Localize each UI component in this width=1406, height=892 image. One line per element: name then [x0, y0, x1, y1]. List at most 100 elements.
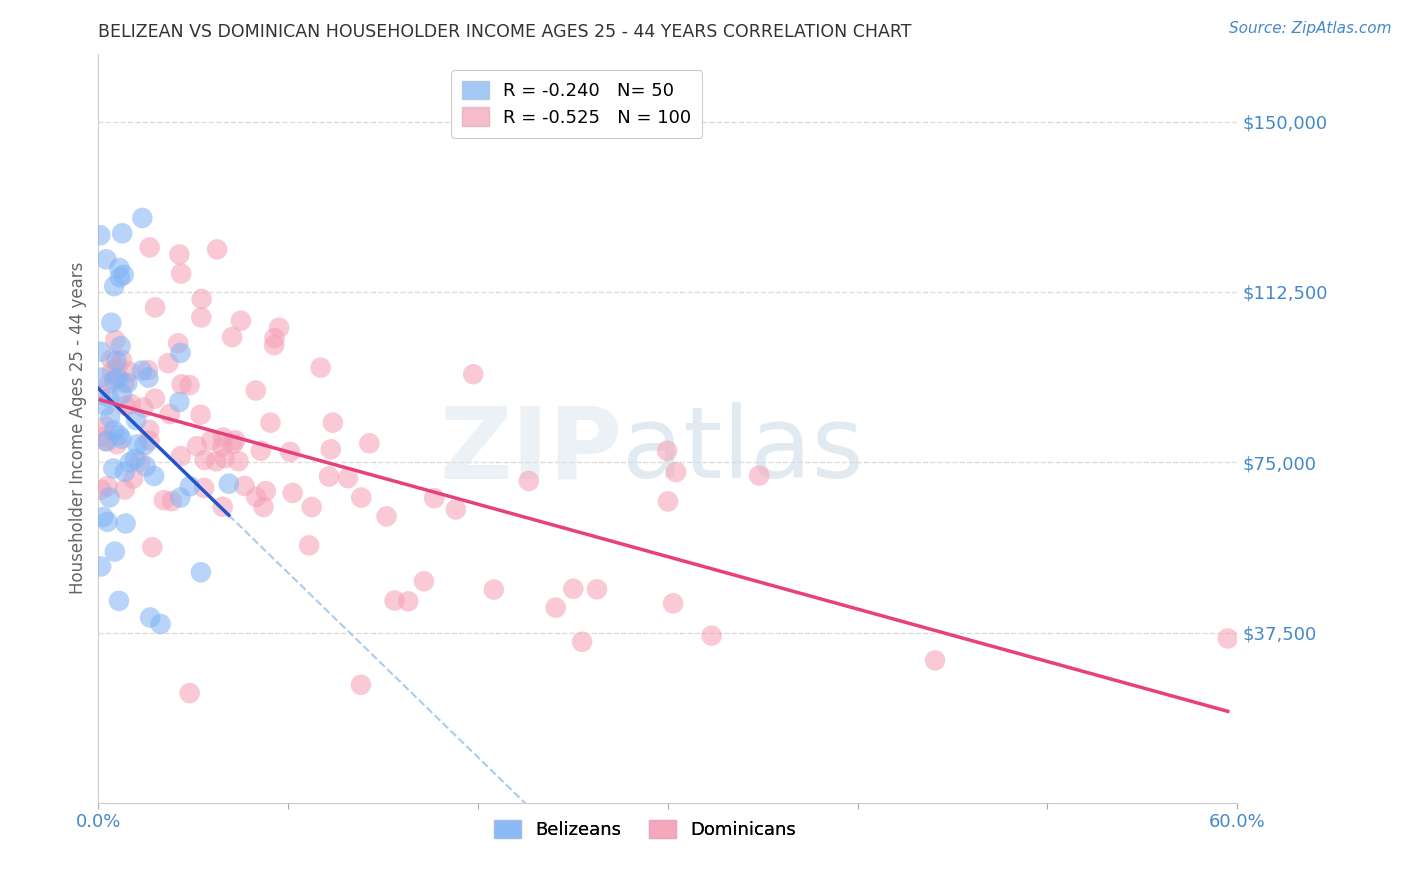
- Point: [319, 442, 342, 457]
- Point: [252, 500, 274, 514]
- Point: [322, 416, 344, 430]
- Point: [212, 430, 235, 444]
- Point: [143, 301, 166, 315]
- Point: [129, 455, 152, 469]
- Point: [350, 678, 373, 692]
- Point: [141, 541, 163, 555]
- Point: [103, 373, 125, 387]
- Point: [350, 491, 373, 505]
- Point: [131, 363, 153, 377]
- Point: [90, 344, 112, 359]
- Point: [263, 331, 285, 345]
- Point: [200, 434, 222, 448]
- Point: [571, 634, 593, 648]
- Y-axis label: Householder Income Ages 25 - 44 years: Householder Income Ages 25 - 44 years: [69, 262, 87, 594]
- Point: [157, 356, 180, 370]
- Point: [229, 314, 252, 328]
- Text: BELIZEAN VS DOMINICAN HOUSEHOLDER INCOME AGES 25 - 44 YEARS CORRELATION CHART: BELIZEAN VS DOMINICAN HOUSEHOLDER INCOME…: [98, 23, 912, 41]
- Point: [108, 260, 131, 275]
- Point: [112, 376, 135, 391]
- Point: [103, 461, 125, 475]
- Point: [138, 434, 160, 448]
- Point: [245, 384, 267, 398]
- Point: [96, 252, 118, 267]
- Point: [143, 469, 166, 483]
- Point: [375, 509, 398, 524]
- Legend: Belizeans, Dominicans: Belizeans, Dominicans: [486, 813, 803, 847]
- Point: [170, 267, 193, 281]
- Point: [169, 247, 191, 261]
- Point: [700, 629, 723, 643]
- Point: [186, 439, 208, 453]
- Point: [103, 424, 125, 438]
- Point: [118, 365, 141, 379]
- Point: [263, 338, 285, 352]
- Point: [190, 566, 212, 580]
- Point: [336, 471, 359, 485]
- Point: [211, 440, 233, 454]
- Point: [169, 491, 191, 505]
- Point: [138, 370, 160, 384]
- Point: [108, 428, 131, 442]
- Point: [127, 437, 149, 451]
- Point: [482, 582, 505, 597]
- Point: [96, 434, 118, 449]
- Point: [179, 479, 201, 493]
- Point: [218, 476, 240, 491]
- Point: [748, 468, 770, 483]
- Point: [135, 459, 157, 474]
- Point: [544, 600, 567, 615]
- Point: [139, 610, 162, 624]
- Point: [103, 279, 125, 293]
- Point: [98, 491, 121, 505]
- Point: [278, 445, 301, 459]
- Point: [114, 465, 136, 479]
- Point: [423, 491, 446, 505]
- Point: [318, 469, 340, 483]
- Point: [214, 451, 236, 466]
- Point: [100, 365, 122, 379]
- Point: [194, 453, 217, 467]
- Point: [143, 392, 166, 406]
- Point: [562, 582, 585, 596]
- Point: [111, 387, 134, 401]
- Point: [359, 436, 381, 450]
- Point: [444, 502, 467, 516]
- Point: [136, 363, 159, 377]
- Point: [138, 240, 160, 254]
- Point: [463, 368, 485, 382]
- Point: [259, 416, 281, 430]
- Point: [1216, 632, 1239, 646]
- Point: [104, 544, 127, 558]
- Point: [98, 410, 121, 425]
- Point: [193, 481, 215, 495]
- Point: [97, 479, 120, 493]
- Point: [179, 686, 201, 700]
- Point: [122, 471, 145, 485]
- Point: [105, 360, 128, 375]
- Point: [98, 391, 121, 405]
- Point: [131, 211, 153, 225]
- Point: [205, 454, 228, 468]
- Point: [108, 594, 131, 608]
- Point: [134, 438, 156, 452]
- Point: [281, 486, 304, 500]
- Point: [169, 346, 191, 360]
- Point: [190, 408, 212, 422]
- Point: [245, 490, 267, 504]
- Point: [94, 399, 117, 413]
- Point: [222, 437, 245, 451]
- Point: [125, 413, 148, 427]
- Point: [224, 434, 246, 448]
- Point: [655, 443, 678, 458]
- Point: [100, 316, 122, 330]
- Text: Source: ZipAtlas.com: Source: ZipAtlas.com: [1229, 21, 1392, 36]
- Point: [104, 333, 127, 347]
- Point: [111, 227, 134, 241]
- Point: [138, 423, 160, 437]
- Point: [309, 360, 332, 375]
- Point: [190, 310, 212, 325]
- Point: [662, 596, 685, 610]
- Point: [384, 593, 406, 607]
- Point: [221, 330, 243, 344]
